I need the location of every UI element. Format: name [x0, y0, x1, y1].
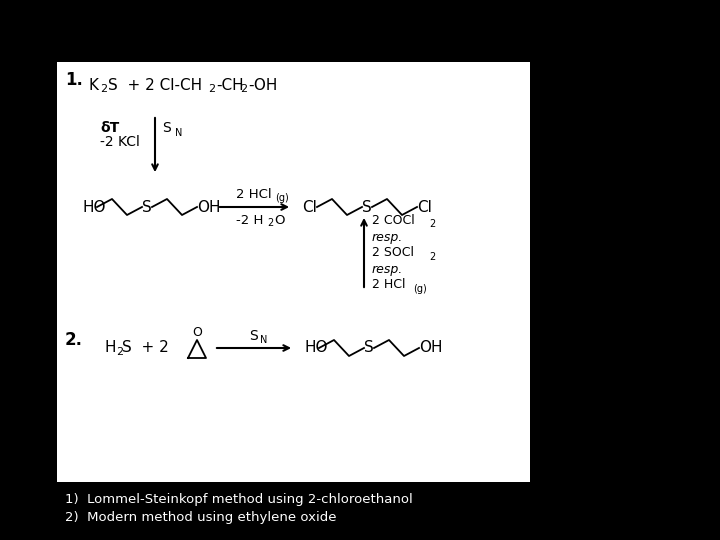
Text: 2: 2 [268, 218, 274, 228]
Text: K: K [88, 78, 98, 92]
Text: 2 COCl: 2 COCl [372, 213, 415, 226]
Text: OH: OH [419, 341, 443, 355]
Text: OH: OH [197, 199, 220, 214]
Text: 2 SOCl: 2 SOCl [372, 246, 414, 260]
Text: S: S [142, 199, 152, 214]
Text: δT: δT [100, 121, 120, 135]
Text: 2: 2 [240, 84, 247, 94]
Text: 2: 2 [208, 84, 215, 94]
Text: 2: 2 [100, 84, 107, 94]
Text: 1.: 1. [65, 71, 83, 89]
Text: -OH: -OH [248, 78, 277, 92]
Text: -2 KCl: -2 KCl [100, 135, 140, 149]
Text: 2 HCl: 2 HCl [236, 187, 272, 200]
Text: S: S [362, 199, 372, 214]
Text: O: O [192, 326, 202, 339]
Text: resp.: resp. [372, 262, 403, 275]
Text: S: S [249, 329, 258, 343]
Text: S  + 2: S + 2 [122, 341, 168, 355]
Text: H: H [105, 341, 117, 355]
Text: 2: 2 [429, 252, 436, 262]
Text: N: N [175, 128, 182, 138]
Text: 2: 2 [429, 219, 436, 229]
Text: S  + 2 Cl-CH: S + 2 Cl-CH [108, 78, 202, 92]
Text: N: N [260, 335, 267, 345]
Text: 2: 2 [116, 347, 123, 357]
Text: (g): (g) [276, 193, 289, 203]
Text: (g): (g) [413, 284, 427, 294]
Text: 2 HCl: 2 HCl [372, 279, 405, 292]
Text: 2.: 2. [65, 331, 83, 349]
Text: HO: HO [82, 199, 106, 214]
Text: S: S [364, 341, 374, 355]
Text: 2)  Modern method using ethylene oxide: 2) Modern method using ethylene oxide [65, 511, 336, 524]
Text: -2 H: -2 H [236, 213, 264, 226]
Text: Cl: Cl [417, 199, 432, 214]
Text: S: S [162, 121, 171, 135]
Text: HO: HO [304, 341, 328, 355]
Bar [57, 62, 530, 482]
Text: -CH: -CH [216, 78, 243, 92]
Text: 1)  Lommel-Steinkopf method using 2-chloroethanol: 1) Lommel-Steinkopf method using 2-chlor… [65, 494, 413, 507]
Text: O: O [274, 213, 285, 226]
Text: Cl: Cl [302, 199, 317, 214]
Text: resp.: resp. [372, 231, 403, 244]
